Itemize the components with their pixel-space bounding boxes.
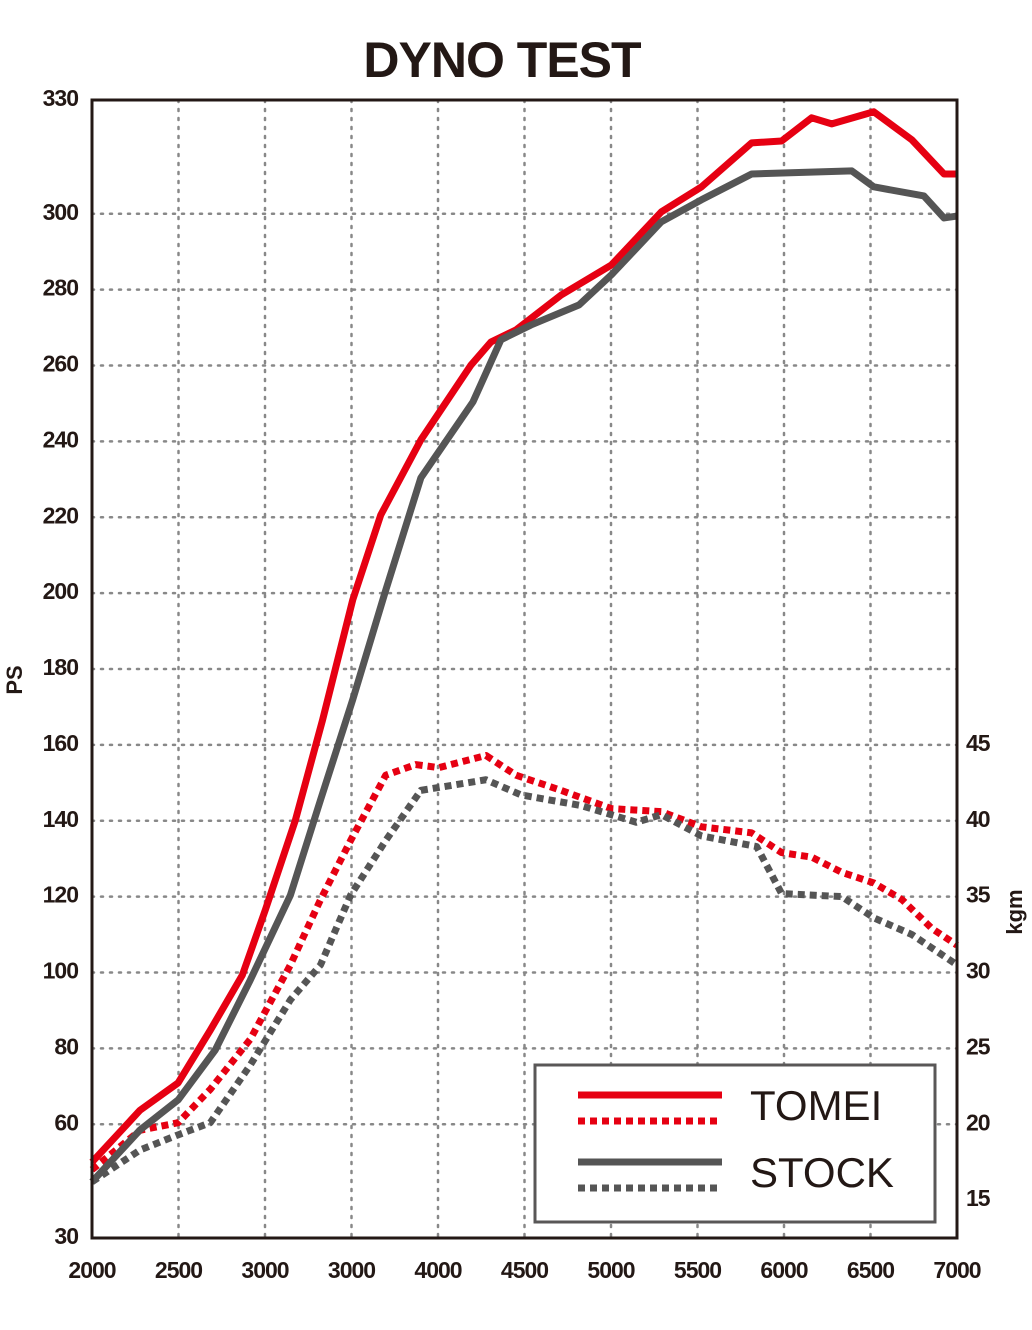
x-tick-label: 7000 — [933, 1257, 980, 1283]
torque-line — [89, 751, 959, 1173]
y-tick-label: 240 — [43, 426, 79, 452]
plot-frame — [90, 98, 959, 1240]
y2-tick-label: 20 — [966, 1109, 990, 1135]
x-tick-label: 5500 — [674, 1257, 721, 1283]
x-tick-label: 4500 — [501, 1257, 548, 1283]
y2-tick-label: 35 — [966, 882, 991, 908]
x-tick-label: 6500 — [847, 1257, 894, 1283]
y-tick-label: 180 — [43, 654, 79, 680]
y2-axis-label: kgm — [1002, 889, 1027, 934]
y-tick-label: 80 — [54, 1033, 78, 1059]
x-tick-label: 3000 — [241, 1257, 288, 1283]
y2-tick-label: 45 — [966, 730, 991, 756]
y-tick-label: 120 — [43, 882, 79, 908]
y-tick-label: 220 — [43, 502, 79, 528]
x-tick-label: 4000 — [414, 1257, 461, 1283]
y-tick-label: 330 — [43, 85, 79, 111]
y-tick-label: 140 — [43, 806, 79, 832]
power-line — [89, 108, 957, 1165]
y-tick-label: 60 — [54, 1109, 78, 1135]
y2-tick-label: 30 — [966, 958, 990, 984]
x-tick-label: 2500 — [155, 1257, 202, 1283]
legend-label: STOCK — [750, 1149, 894, 1196]
y2-tick-label: 25 — [966, 1033, 991, 1059]
y-tick-label: 160 — [43, 730, 79, 756]
x-tick-label: 2000 — [68, 1257, 115, 1283]
y-tick-label: 100 — [43, 958, 79, 984]
y-tick-label: 30 — [54, 1223, 78, 1249]
legend-box — [533, 1063, 937, 1224]
x-tick-label: 3000 — [328, 1257, 375, 1283]
y2-tick-label: 15 — [966, 1185, 991, 1211]
y-axis-label: PS — [2, 665, 27, 694]
y-tick-label: 200 — [43, 578, 79, 604]
chart-title: DYNO TEST — [363, 32, 641, 88]
y-tick-label: 260 — [43, 351, 79, 377]
legend-label: TOMEI — [750, 1082, 882, 1129]
x-tick-label: 5000 — [587, 1257, 634, 1283]
x-tick-label: 6000 — [760, 1257, 807, 1283]
power-line — [89, 167, 958, 1185]
y-tick-label: 300 — [43, 199, 79, 225]
lines — [89, 108, 959, 1185]
y2-tick-label: 40 — [966, 806, 990, 832]
torque-line — [90, 776, 959, 1185]
y-tick-label: 280 — [43, 275, 79, 301]
